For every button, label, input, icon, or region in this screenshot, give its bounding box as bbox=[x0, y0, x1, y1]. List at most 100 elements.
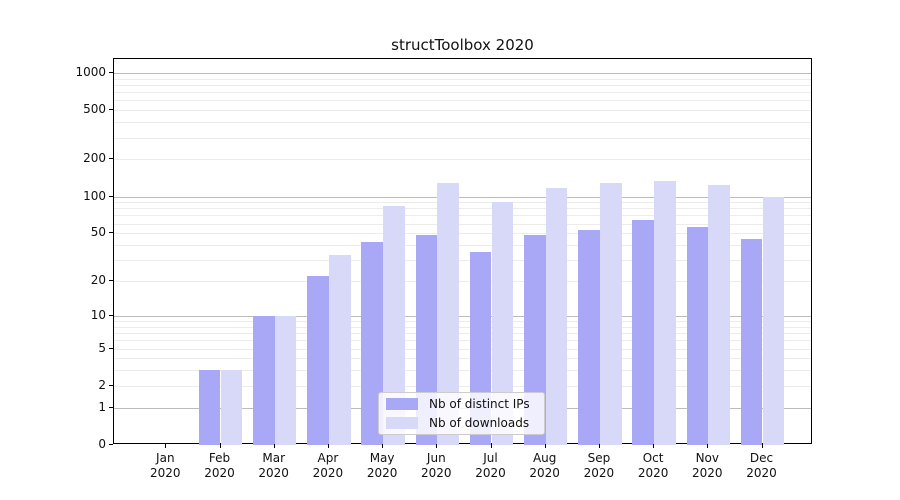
y-tick-label: 50 bbox=[90, 225, 106, 240]
bar-downloads-nov bbox=[708, 185, 730, 445]
y-tick-label: 100 bbox=[83, 188, 106, 203]
gridline-minor bbox=[114, 326, 811, 328]
gridline-minor bbox=[114, 223, 811, 225]
legend-item: Nb of distinct IPs bbox=[386, 396, 544, 412]
bar-downloads-dec bbox=[762, 196, 785, 445]
bar-downloads-mar bbox=[274, 315, 297, 445]
chart-title: structToolbox 2020 bbox=[391, 36, 534, 54]
y-tick-mark bbox=[109, 384, 113, 386]
x-tick-mark bbox=[761, 444, 763, 448]
x-tick-mark bbox=[707, 444, 709, 448]
bar-downloads-jul bbox=[491, 202, 514, 445]
gridline-minor bbox=[114, 358, 811, 360]
x-tick-label-year: 2020 bbox=[150, 466, 181, 480]
y-tick-mark bbox=[109, 347, 113, 349]
x-tick-mark bbox=[598, 444, 600, 448]
x-tick-label-apr: Apr 2020 bbox=[300, 451, 356, 481]
x-tick-label-sep: Sep 2020 bbox=[571, 451, 627, 481]
x-tick-label-year: 2020 bbox=[204, 466, 235, 480]
legend-swatch-distinct-ips bbox=[386, 398, 418, 410]
gridline-minor bbox=[114, 208, 811, 210]
x-tick-label-year: 2020 bbox=[258, 466, 289, 480]
y-tick-mark bbox=[109, 71, 113, 73]
bar-downloads-oct bbox=[654, 181, 676, 445]
bar-downloads-may bbox=[383, 206, 405, 445]
bar-downloads-apr bbox=[328, 255, 351, 445]
x-tick-label-oct: Oct 2020 bbox=[625, 451, 681, 481]
gridline-major bbox=[114, 72, 811, 74]
x-tick-mark bbox=[165, 444, 167, 448]
x-tick-label-aug: Aug 2020 bbox=[517, 451, 573, 481]
gridline-major bbox=[114, 315, 811, 317]
y-tick-label: 1 bbox=[98, 399, 106, 414]
y-tick-mark bbox=[109, 444, 113, 445]
gridline-minor bbox=[114, 84, 811, 86]
x-tick-label-year: 2020 bbox=[583, 466, 615, 480]
x-tick-label-year: 2020 bbox=[529, 466, 560, 480]
bar-downloads-feb bbox=[220, 370, 243, 445]
x-tick-label-feb: Feb 2020 bbox=[192, 451, 248, 481]
gridline-minor bbox=[114, 321, 811, 322]
bar-distinct-ips-sep bbox=[578, 230, 600, 445]
x-tick-label-year: 2020 bbox=[366, 466, 398, 480]
x-tick-label-year: 2020 bbox=[475, 466, 506, 480]
x-tick-label-jun: Jun 2020 bbox=[408, 451, 464, 481]
x-tick-mark bbox=[327, 444, 329, 448]
x-tick-mark bbox=[382, 444, 384, 448]
gridline-minor bbox=[114, 78, 811, 80]
x-tick-label-nov: Nov 2020 bbox=[679, 451, 735, 481]
x-tick-label-jan: Jan 2020 bbox=[137, 451, 193, 481]
y-tick-mark bbox=[109, 109, 113, 111]
legend-label-downloads: Nb of downloads bbox=[429, 416, 530, 430]
y-tick-label: 0 bbox=[98, 437, 106, 451]
y-tick-label: 20 bbox=[90, 273, 106, 287]
gridline-minor bbox=[114, 281, 811, 282]
y-tick-label: 200 bbox=[83, 151, 106, 166]
y-tick-mark bbox=[109, 158, 113, 160]
x-tick-mark bbox=[490, 444, 492, 448]
x-tick-mark bbox=[273, 444, 275, 448]
y-tick-mark bbox=[109, 314, 113, 316]
y-tick-mark bbox=[109, 280, 113, 281]
gridline-minor bbox=[114, 110, 811, 112]
bar-downloads-sep bbox=[599, 182, 622, 445]
y-tick-mark bbox=[109, 232, 113, 234]
bar-distinct-ips-may bbox=[361, 242, 384, 445]
plot-area bbox=[113, 58, 812, 445]
x-tick-label-year: 2020 bbox=[692, 466, 723, 480]
legend-label-distinct-ips: Nb of distinct IPs bbox=[429, 397, 530, 411]
x-tick-label-jul: Jul 2020 bbox=[463, 451, 519, 481]
gridline-minor bbox=[114, 348, 811, 350]
y-tick-label: 1000 bbox=[75, 64, 106, 79]
y-tick-label: 10 bbox=[90, 307, 106, 322]
y-tick-label: 5 bbox=[98, 340, 106, 355]
x-tick-label-year: 2020 bbox=[421, 466, 452, 480]
legend-swatch-downloads bbox=[386, 417, 418, 429]
bar-distinct-ips-mar bbox=[253, 315, 275, 445]
x-tick-label-year: 2020 bbox=[637, 466, 669, 480]
gridline-minor bbox=[114, 100, 811, 102]
bar-downloads-jun bbox=[437, 183, 459, 445]
gridline-minor bbox=[114, 233, 811, 235]
gridline-minor bbox=[114, 202, 811, 204]
x-tick-mark bbox=[436, 444, 438, 448]
x-tick-mark bbox=[653, 444, 655, 448]
gridline-minor bbox=[114, 260, 811, 262]
x-tick-mark bbox=[544, 444, 546, 448]
gridline-minor bbox=[114, 370, 811, 372]
gridline-minor bbox=[114, 333, 811, 334]
bar-downloads-aug bbox=[545, 188, 568, 445]
bar-distinct-ips-nov bbox=[686, 227, 709, 445]
y-tick-mark bbox=[109, 406, 113, 408]
gridline-minor bbox=[114, 245, 811, 246]
x-tick-label-mar: Mar 2020 bbox=[246, 451, 302, 481]
x-tick-label-dec: Dec 2020 bbox=[734, 451, 790, 481]
gridline-minor bbox=[114, 92, 811, 94]
gridline-minor bbox=[114, 137, 811, 139]
gridline-minor bbox=[114, 122, 811, 124]
bar-distinct-ips-apr bbox=[307, 276, 329, 445]
x-tick-label-may: May 2020 bbox=[354, 451, 410, 481]
x-tick-mark bbox=[219, 444, 221, 448]
x-tick-label-year: 2020 bbox=[746, 466, 777, 480]
